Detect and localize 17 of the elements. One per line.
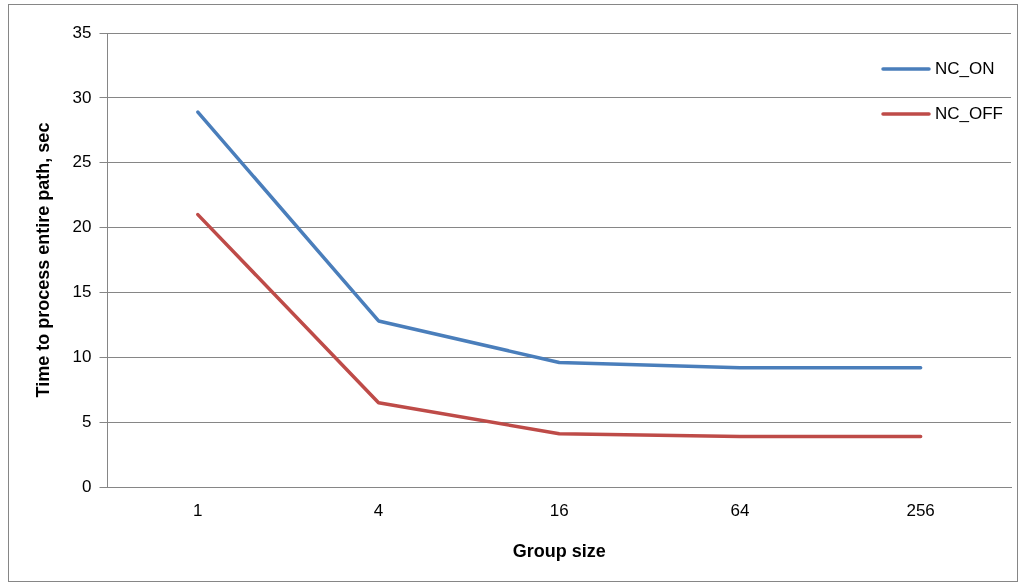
- x-tick-label: 64: [730, 500, 750, 520]
- y-tick-label: 15: [72, 282, 92, 302]
- legend-label: NC_OFF: [935, 103, 1003, 123]
- x-axis-title: Group size: [512, 541, 606, 562]
- y-tick-label: 5: [82, 411, 92, 431]
- x-tick-label: 16: [549, 500, 569, 520]
- x-tick-label: 256: [906, 500, 935, 520]
- x-tick-label: 1: [193, 500, 203, 520]
- y-tick-label: 30: [72, 87, 92, 107]
- y-tick-label: 10: [72, 346, 92, 366]
- y-tick-label: 35: [72, 22, 92, 42]
- y-tick-label: 25: [72, 152, 92, 172]
- y-axis-title: Time to process entire path, sec: [32, 122, 53, 398]
- y-tick-label: 20: [72, 217, 92, 237]
- x-tick-label: 4: [373, 500, 384, 520]
- y-tick-label: 0: [82, 476, 92, 496]
- legend-label: NC_ON: [935, 58, 995, 78]
